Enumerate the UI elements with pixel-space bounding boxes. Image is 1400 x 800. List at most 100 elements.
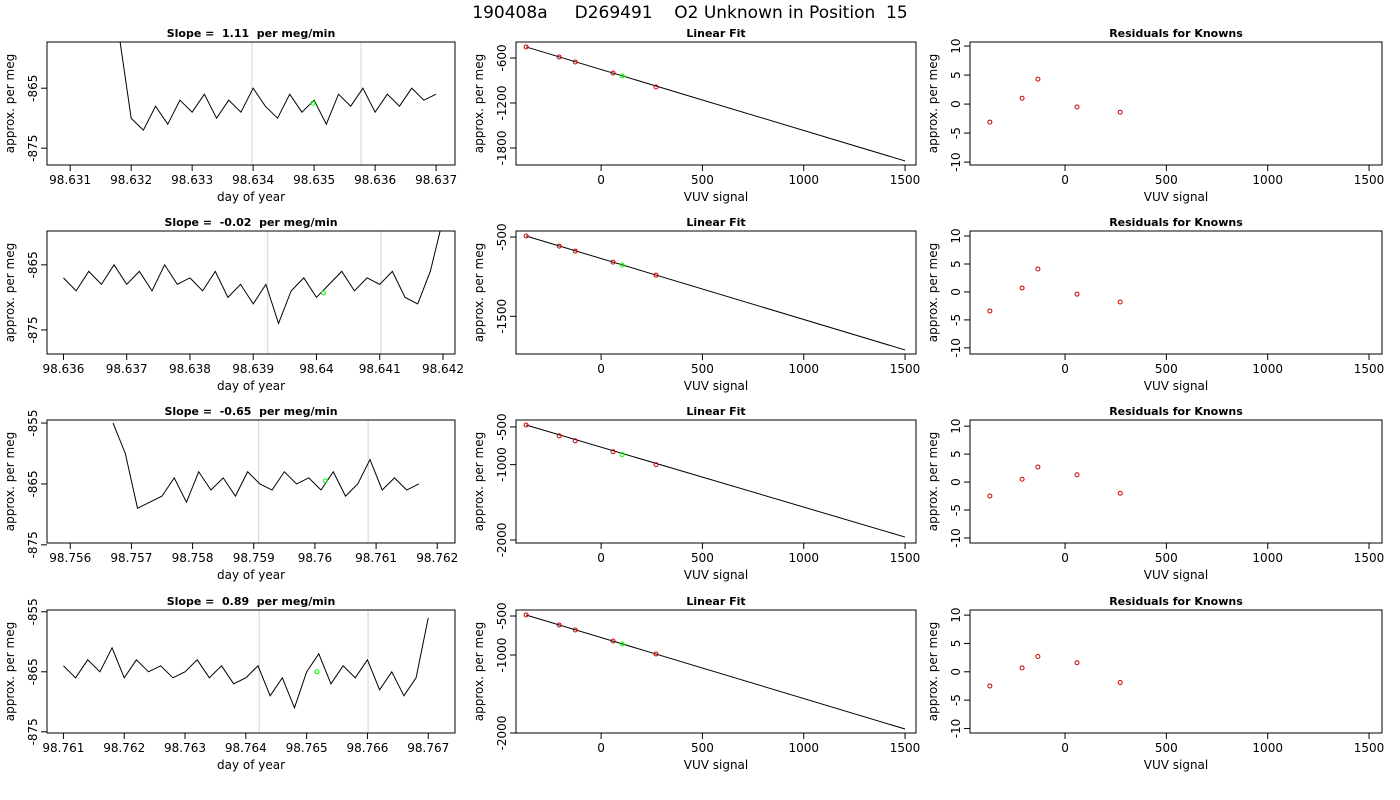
x-tick-label: 98.757 [110, 551, 152, 565]
plot-box [515, 41, 917, 166]
x-tick-label: 1000 [1252, 362, 1283, 376]
point [556, 243, 562, 249]
plot-box [969, 41, 1383, 166]
x-tick-label: 0 [597, 551, 605, 565]
x-tick-label: 0 [1061, 173, 1069, 187]
x-tick-label: 1500 [1354, 362, 1385, 376]
x-tick-label: 98.641 [359, 362, 401, 376]
x-tick-label: 1500 [890, 362, 921, 376]
y-tick-label: -5 [949, 127, 963, 139]
plot-box [969, 230, 1383, 355]
x-tick-label: 500 [1155, 551, 1178, 565]
y-axis-label: approx. per meg [3, 622, 17, 721]
panel-title: Slope = -0.65 per meg/min [164, 405, 337, 418]
panel-title: Linear Fit [686, 595, 745, 608]
x-tick-label: 98.637 [106, 362, 148, 376]
x-axis-label: VUV signal [684, 190, 749, 204]
x-tick-label: 500 [1155, 741, 1178, 755]
plot-area [523, 44, 906, 162]
panel-title: Residuals for Knowns [1109, 27, 1243, 40]
plot-area [987, 653, 1123, 689]
x-tick-label: 500 [691, 551, 714, 565]
plot-area [523, 233, 906, 351]
x-tick-label: 98.64 [299, 362, 333, 376]
point [1074, 291, 1080, 297]
x-tick-label: 500 [691, 362, 714, 376]
x-tick-label: 98.765 [286, 741, 328, 755]
point [987, 683, 993, 689]
point [987, 493, 993, 499]
plot-box [969, 419, 1383, 544]
plot-area [119, 42, 437, 165]
highlight-point [320, 290, 326, 296]
y-tick-label: -500 [495, 413, 509, 440]
fit-line [525, 424, 906, 538]
plot-area [63, 231, 441, 354]
x-tick-label: 1000 [1252, 741, 1283, 755]
point [1019, 95, 1025, 101]
y-tick-label: -875 [26, 718, 40, 745]
y-tick-label: -855 [26, 409, 40, 436]
fit-line [525, 614, 906, 730]
point [1117, 490, 1123, 496]
x-axis-label: day of year [217, 568, 285, 582]
point [610, 259, 616, 265]
y-tick-label: 0 [949, 288, 963, 296]
y-tick-label: -865 [26, 251, 40, 278]
series-line [63, 231, 441, 325]
y-tick-label: -1800 [495, 131, 509, 166]
point [1019, 285, 1025, 291]
x-tick-label: 98.633 [171, 173, 213, 187]
x-tick-label: 98.762 [103, 741, 145, 755]
x-axis-label: VUV signal [1144, 379, 1209, 393]
x-tick-label: 98.76 [298, 551, 332, 565]
y-axis-label: approx. per meg [926, 432, 940, 531]
x-tick-label: 98.756 [49, 551, 91, 565]
point [523, 612, 529, 618]
x-axis-label: day of year [217, 190, 285, 204]
x-tick-label: 98.639 [232, 362, 274, 376]
y-tick-label: 0 [949, 100, 963, 108]
x-tick-label: 1500 [890, 741, 921, 755]
point [653, 272, 659, 278]
y-tick-label: -875 [26, 135, 40, 162]
y-tick-label: -5 [949, 314, 963, 326]
plot-box [46, 230, 456, 355]
plot-area [63, 610, 429, 733]
x-tick-label: 1500 [890, 173, 921, 187]
y-tick-label: -5 [949, 694, 963, 706]
y-tick-label: -1000 [495, 638, 509, 673]
point [1019, 665, 1025, 671]
panel-title: Residuals for Knowns [1109, 216, 1243, 229]
figure-title: 190408a D269491 O2 Unknown in Position 1… [472, 3, 907, 23]
point [653, 651, 659, 657]
point [572, 248, 578, 254]
x-tick-label: 500 [1155, 362, 1178, 376]
point [1074, 660, 1080, 666]
y-tick-label: -10 [949, 338, 963, 358]
highlight-point [314, 669, 320, 675]
plot-box [515, 230, 917, 355]
point [987, 119, 993, 125]
y-tick-label: -2000 [495, 716, 509, 751]
plot-area [523, 612, 906, 730]
plot-area [987, 76, 1123, 125]
point [1074, 104, 1080, 110]
x-tick-label: 98.761 [42, 741, 84, 755]
point [1035, 266, 1041, 272]
point [523, 233, 529, 239]
x-tick-label: 98.631 [49, 173, 91, 187]
x-tick-label: 0 [1061, 362, 1069, 376]
point [556, 433, 562, 439]
y-tick-label: -1500 [495, 299, 509, 334]
y-tick-label: -865 [26, 75, 40, 102]
x-tick-label: 1000 [788, 741, 819, 755]
point [572, 438, 578, 444]
highlight-point [310, 100, 316, 106]
y-tick-label: 0 [949, 668, 963, 676]
x-tick-label: 0 [1061, 551, 1069, 565]
x-tick-label: 98.632 [110, 173, 152, 187]
fit-line [525, 46, 906, 162]
highlight-point [619, 641, 625, 647]
y-tick-label: 10 [949, 419, 963, 434]
